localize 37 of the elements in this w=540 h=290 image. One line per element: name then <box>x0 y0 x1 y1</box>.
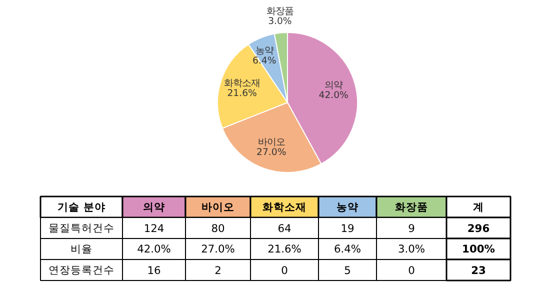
text: 23 <box>471 264 486 277</box>
category-label: 의약 <box>143 200 165 214</box>
text: 296 <box>467 222 490 235</box>
text: 6.4% <box>334 242 362 256</box>
text: 물질특허건수 <box>48 222 114 234</box>
slice-label: 농약 <box>255 45 274 56</box>
text: 5 <box>344 264 351 277</box>
text: 비율 <box>70 242 92 256</box>
slice-label: 화학소재 <box>224 78 260 89</box>
text: 3.0% <box>398 242 426 256</box>
category-label: 화장품 <box>395 200 428 214</box>
text: 124 <box>144 222 164 235</box>
category-label: 바이오 <box>202 200 234 214</box>
text: 64 <box>278 222 292 235</box>
slice-label: 의약 <box>324 80 343 92</box>
text: 0 <box>281 264 288 277</box>
text: 연장등록건수 <box>48 264 114 276</box>
category-label: 계 <box>473 200 484 214</box>
data-label: 21.6% <box>227 88 257 99</box>
category-label: 화학소재 <box>262 200 306 214</box>
data-label: 42.0% <box>318 90 349 102</box>
category-label: 농약 <box>336 200 358 214</box>
text: 21.6% <box>268 242 302 256</box>
text: 19 <box>340 222 354 235</box>
slice-label: 화장품 <box>266 6 294 17</box>
text: 16 <box>147 264 161 277</box>
text: 27.0% <box>201 242 235 256</box>
slice-label: 바이오 <box>258 136 285 148</box>
text: 80 <box>211 222 225 235</box>
text: 9 <box>408 222 416 235</box>
text: 0 <box>408 264 416 277</box>
data-label: 3.0% <box>268 16 292 27</box>
data-label: 27.0% <box>256 146 286 158</box>
text: 2 <box>214 264 222 277</box>
text: 42.0% <box>137 242 171 256</box>
category-label: 기술 분야 <box>58 200 106 214</box>
text: 100% <box>462 242 496 256</box>
